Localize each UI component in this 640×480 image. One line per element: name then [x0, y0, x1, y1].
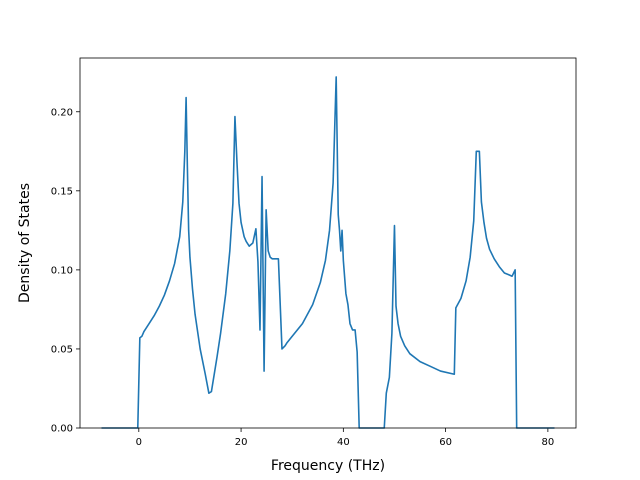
x-tick-label: 40	[337, 437, 350, 448]
y-tick-label: 0.00	[51, 424, 73, 435]
y-axis-ticks: 0.00 0.05 0.10 0.15 0.20	[51, 107, 80, 435]
y-tick-label: 0.05	[51, 344, 73, 355]
plot-frame	[79, 57, 577, 429]
x-tick-label: 0	[136, 437, 142, 448]
x-tick-label: 20	[235, 437, 248, 448]
x-tick-label: 60	[439, 437, 452, 448]
dos-series-line	[101, 76, 555, 429]
x-axis-label: Frequency (THz)	[271, 458, 385, 474]
x-axis-ticks: 0 20 40 60 80	[136, 428, 555, 448]
y-tick-label: 0.10	[51, 265, 73, 276]
y-tick-label: 0.15	[51, 186, 73, 197]
y-axis-label: Density of States	[17, 183, 33, 303]
y-tick-label: 0.20	[51, 107, 73, 118]
x-tick-label: 80	[542, 437, 555, 448]
